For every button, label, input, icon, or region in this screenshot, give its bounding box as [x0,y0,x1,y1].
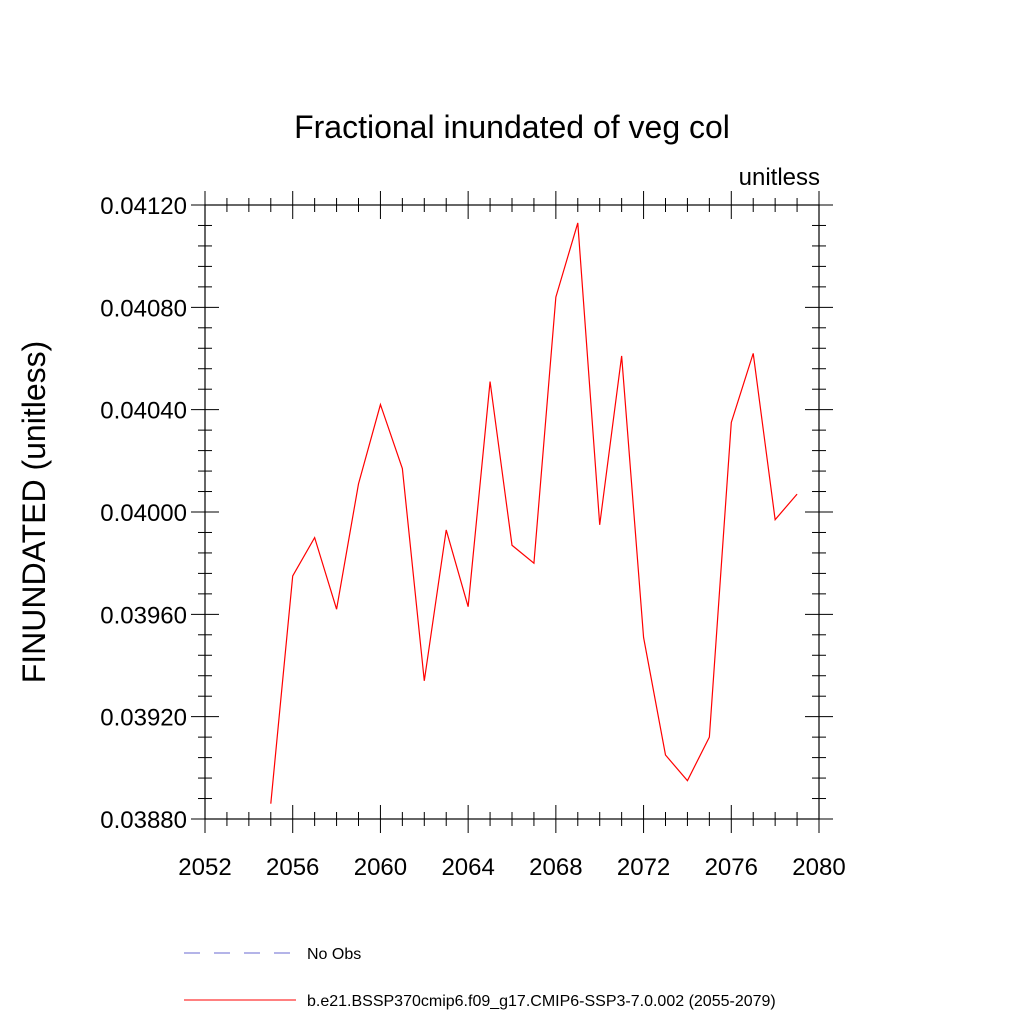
y-minor-ticks [198,224,826,800]
y-tick-label: 0.04000 [100,500,187,527]
x-tick-label: 2060 [354,854,407,881]
x-tick-label: 2064 [441,854,494,881]
legend-label: b.e21.BSSP370cmip6.f09_g17.CMIP6-SSP3-7.… [307,993,776,1010]
y-axis-label: FINUNDATED (unitless) [16,341,52,684]
y-tick-labels: 0.03880 0.03920 0.03960 0.04000 0.04040 0.040… [100,193,187,834]
x-tick-label: 2072 [617,854,670,881]
y-tick-label: 0.04120 [100,193,187,220]
y-ticks [191,204,833,820]
plot-frame [204,204,820,820]
series-group [270,222,798,804]
x-tick-label: 2056 [266,854,319,881]
x-tick-label: 2068 [529,854,582,881]
x-minor-ticks [226,198,798,826]
y-tick-label: 0.04080 [100,295,187,322]
y-tick-label: 0.04040 [100,398,187,425]
x-tick-label: 2052 [178,854,231,881]
legend: No Obs b.e21.BSSP370cmip6.f09_g17.CMIP6-S… [184,946,776,1010]
y-tick-label: 0.03920 [100,705,187,732]
x-tick-label: 2076 [705,854,758,881]
x-tick-labels: 2052 2056 2060 2064 2068 2072 2076 2080 [178,854,845,881]
x-tick-label: 2080 [792,854,845,881]
series-line [270,222,798,804]
y-tick-label: 0.03880 [100,807,187,834]
y-tick-label: 0.03960 [100,602,187,629]
chart-title: Fractional inundated of veg col [294,109,730,145]
x-ticks [204,191,820,833]
legend-label: No Obs [307,946,361,963]
units-label: unitless [739,164,820,191]
